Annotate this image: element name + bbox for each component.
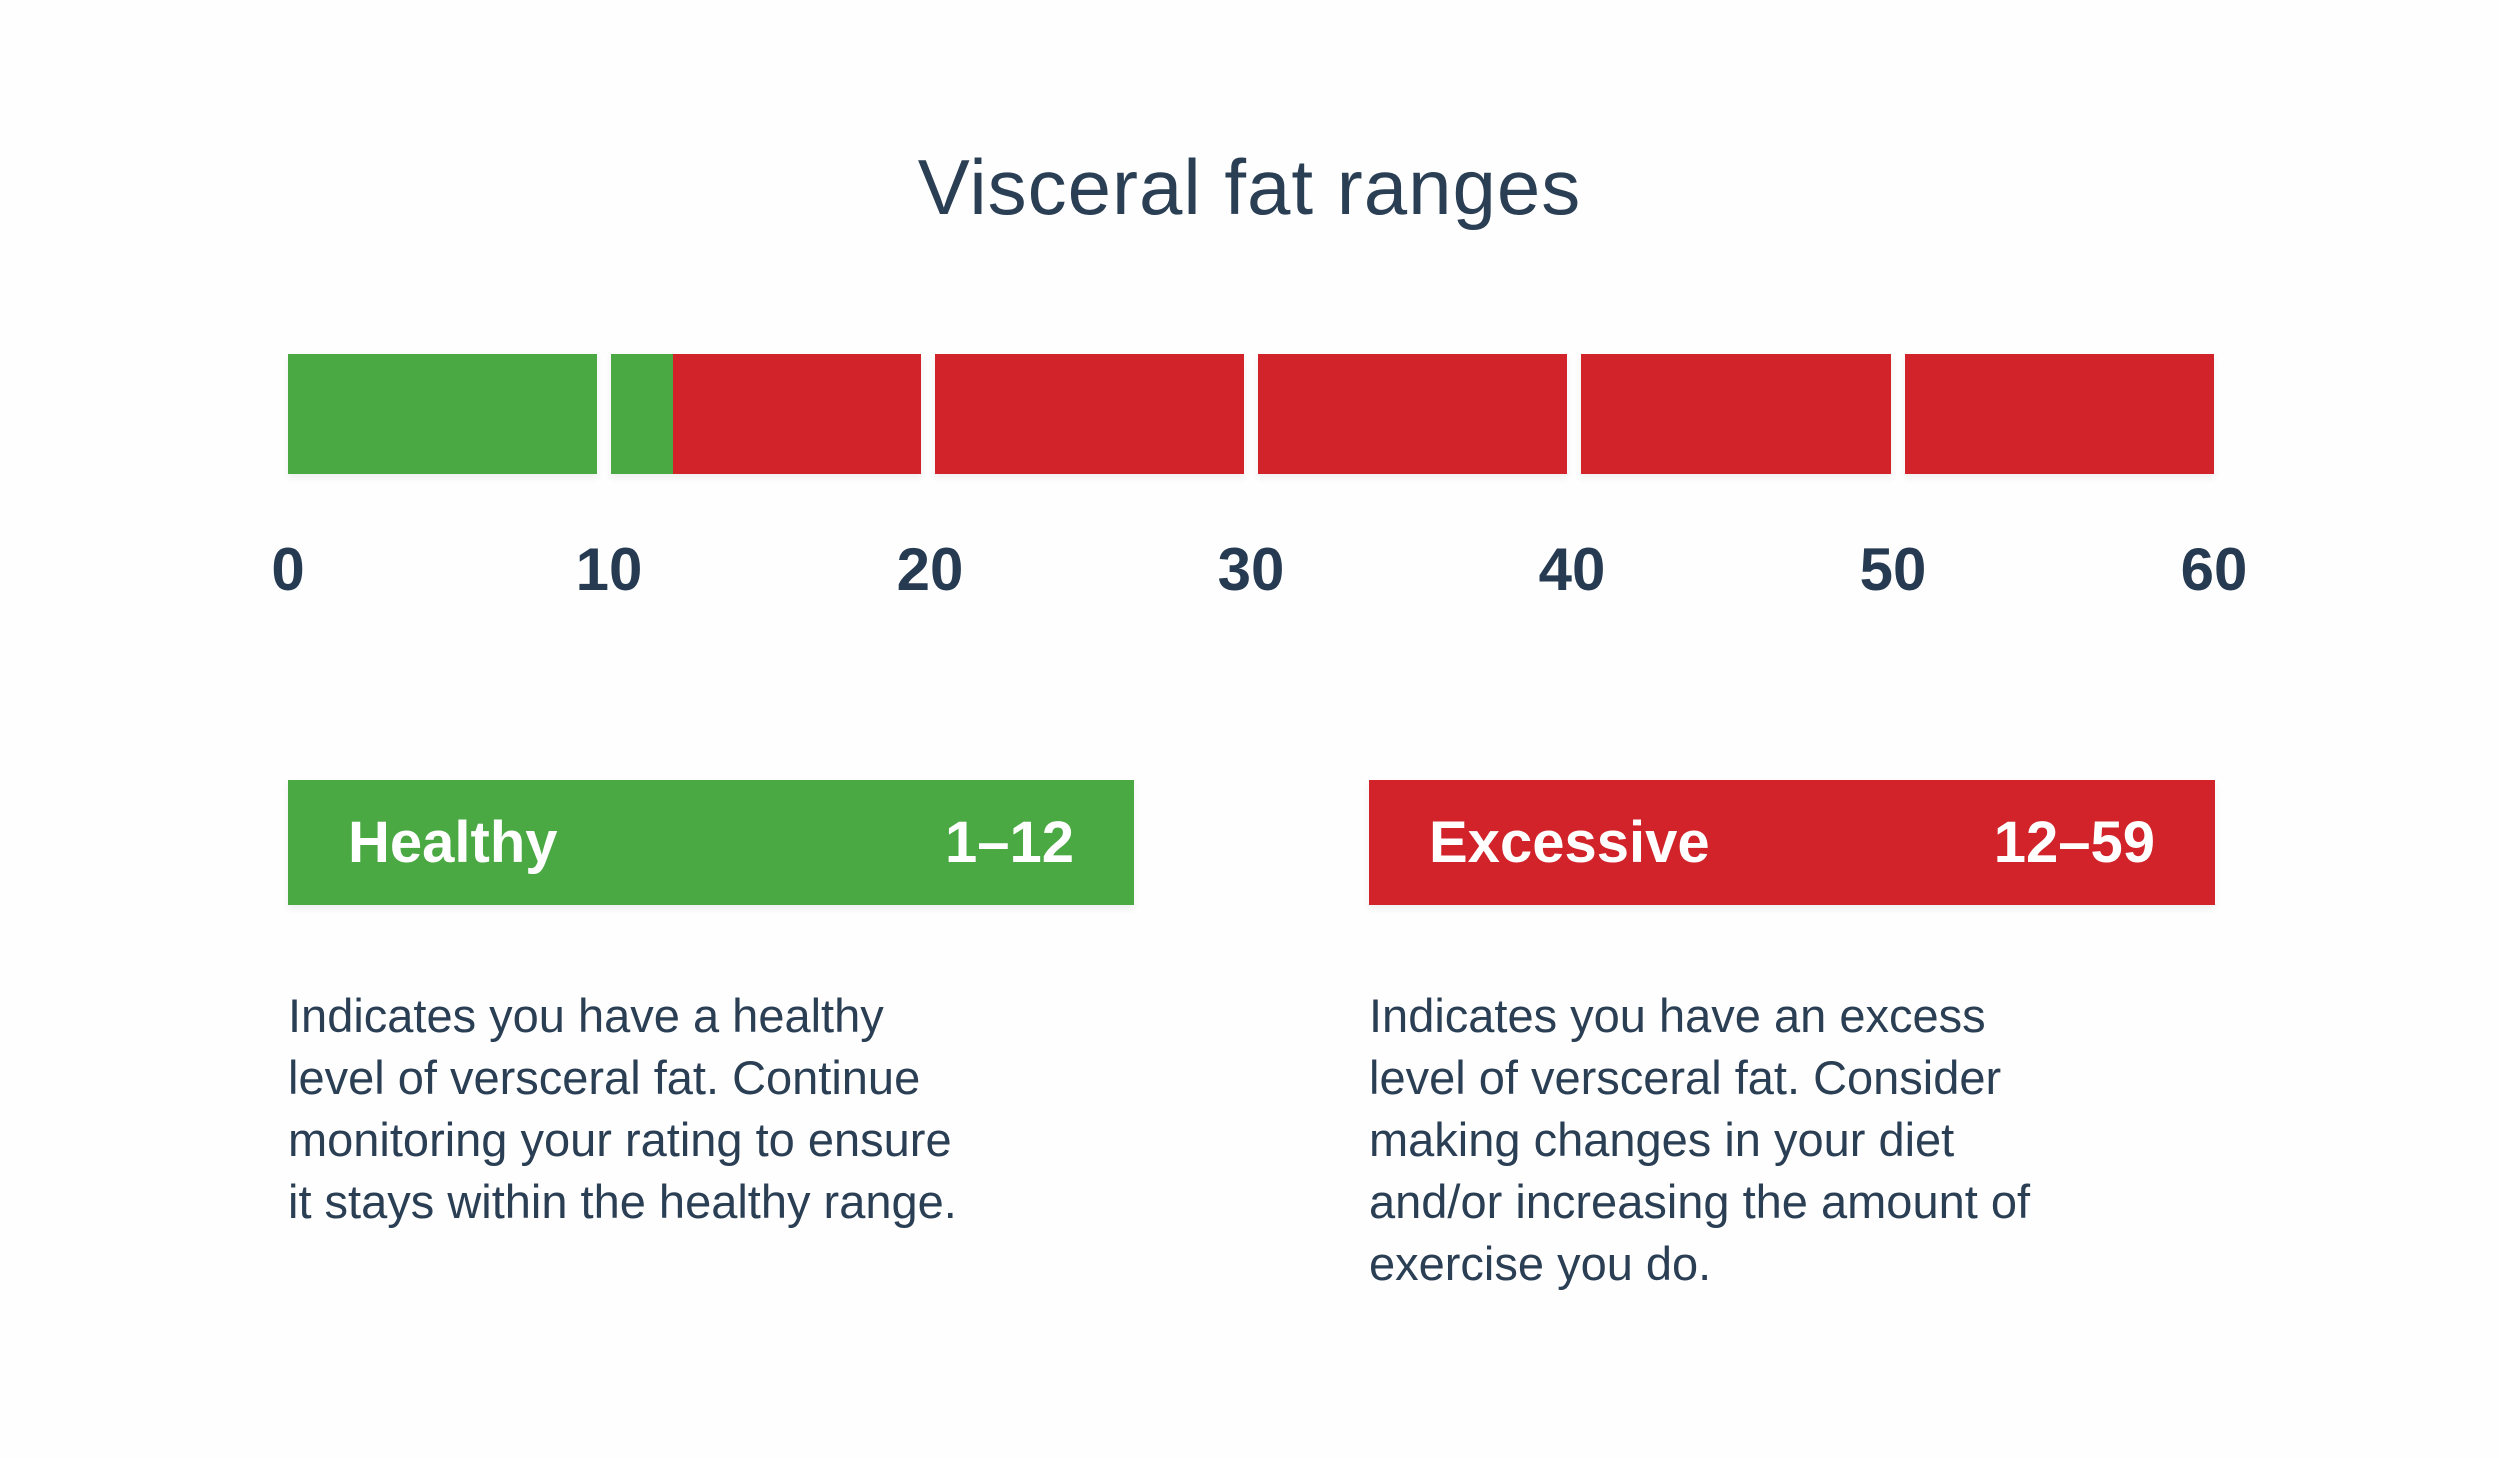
axis-tick-label-10: 10 — [575, 536, 643, 603]
range-bar-segment-30-40 — [1257, 354, 1568, 474]
range-bar-segment-40-50 — [1581, 354, 1891, 474]
range-bar-segment-20-30 — [934, 354, 1244, 474]
excessive-range-value: 12–59 — [1993, 809, 2155, 875]
range-bar-segment-0-10 — [288, 354, 598, 474]
axis-tick-label-0: 0 — [271, 536, 305, 603]
healthy-card: Healthy 1–12 Indicates you have a health… — [288, 780, 1134, 1233]
excessive-card: Excessive 12–59 Indicates you have an ex… — [1369, 780, 2215, 1295]
healthy-label: Healthy — [348, 809, 558, 875]
visceral-fat-range-bar — [288, 354, 2214, 474]
page-title: Visceral fat ranges — [917, 143, 1582, 231]
axis-tick-label-30: 30 — [1217, 536, 1285, 603]
range-bar-segment-50-60 — [1904, 354, 2214, 474]
excessive-label: Excessive — [1429, 809, 1710, 875]
range-axis: 0 10 20 30 40 50 60 — [271, 536, 2247, 620]
healthy-description: Indicates you have a healthy level of ve… — [288, 989, 957, 1228]
excessive-range-badge: Excessive 12–59 — [1369, 780, 2215, 905]
healthy-range-value: 1–12 — [944, 809, 1074, 875]
axis-tick-label-20: 20 — [896, 536, 964, 603]
axis-tick-label-60: 60 — [2180, 536, 2248, 603]
excessive-description: Indicates you have an excess level of ve… — [1369, 989, 2031, 1290]
axis-tick-label-50: 50 — [1859, 536, 1927, 603]
range-bar-segment-10-20 — [611, 354, 921, 474]
axis-tick-label-40: 40 — [1538, 536, 1606, 603]
healthy-range-badge: Healthy 1–12 — [288, 780, 1134, 905]
